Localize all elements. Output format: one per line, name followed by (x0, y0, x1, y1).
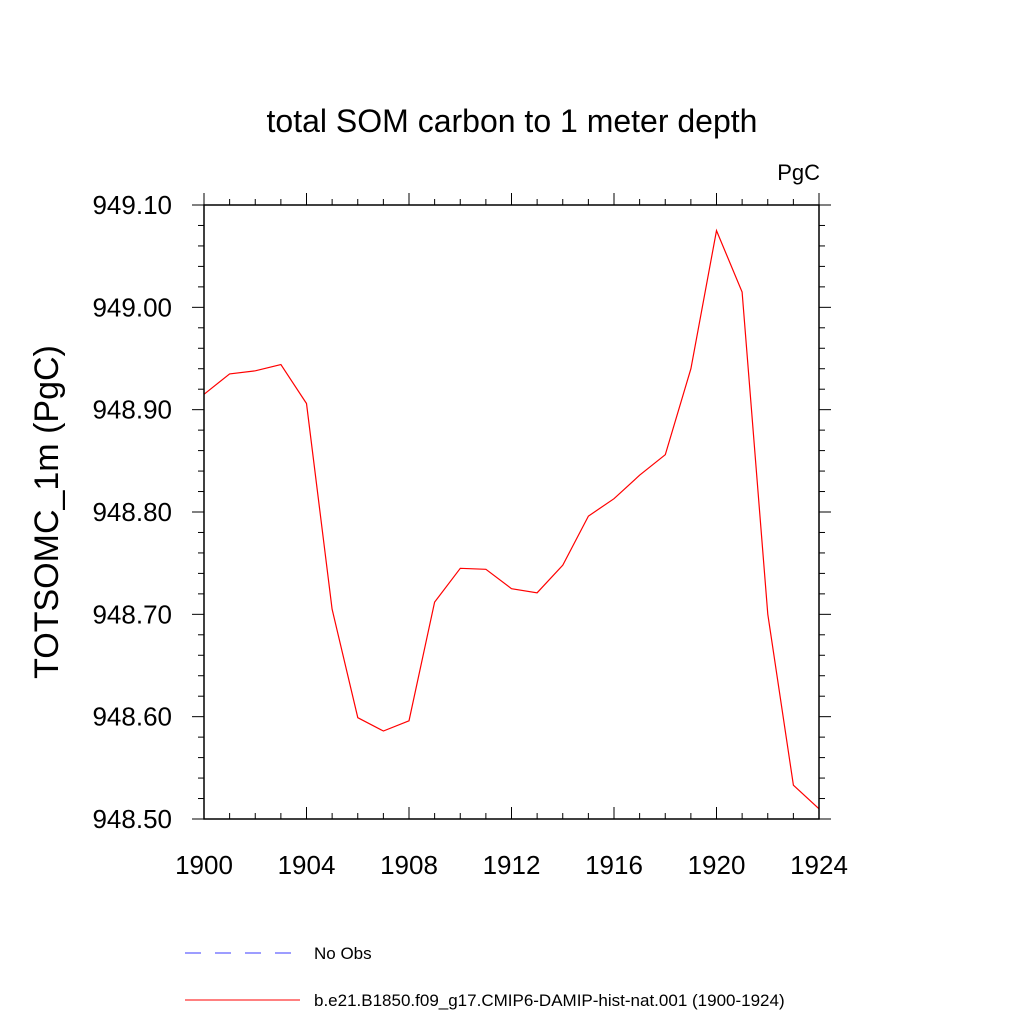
x-tick-label: 1908 (380, 850, 438, 880)
x-tick-label: 1912 (483, 850, 541, 880)
y-axis-label: TOTSOMC_1m (PgC) (28, 345, 66, 679)
y-tick-label: 949.00 (92, 292, 172, 322)
plot-frame (203, 204, 820, 820)
y-tick-label: 948.60 (92, 702, 172, 732)
y-tick-labels: 948.50 948.60 948.70 948.80 948.90 949.00 949.… (92, 190, 172, 834)
x-tick-label: 1900 (175, 850, 233, 880)
series-line-1 (203, 228, 820, 810)
series-lines (203, 228, 820, 810)
x-tick-label: 1916 (585, 850, 643, 880)
y-tick-label: 948.80 (92, 497, 172, 527)
chart-title: total SOM carbon to 1 meter depth (267, 103, 758, 139)
y-tick-label: 949.10 (92, 190, 172, 220)
x-tick-labels: 1900 1904 1908 1912 1916 1920 1924 (175, 850, 848, 880)
x-tick-label: 1920 (688, 850, 746, 880)
legend: No Obs b.e21.B1850.f09_g17.CMIP6-DAMIP-h… (185, 944, 785, 1010)
units-label: PgC (777, 160, 820, 185)
y-tick-label: 948.70 (92, 599, 172, 629)
legend-label-model-run: b.e21.B1850.f09_g17.CMIP6-DAMIP-hist-nat… (314, 991, 785, 1010)
tick-marks (192, 193, 831, 820)
x-tick-label: 1904 (278, 850, 336, 880)
y-tick-label: 948.90 (92, 395, 172, 425)
x-tick-label: 1924 (790, 850, 848, 880)
legend-label-no-obs: No Obs (314, 944, 372, 963)
y-tick-label: 948.50 (92, 804, 172, 834)
